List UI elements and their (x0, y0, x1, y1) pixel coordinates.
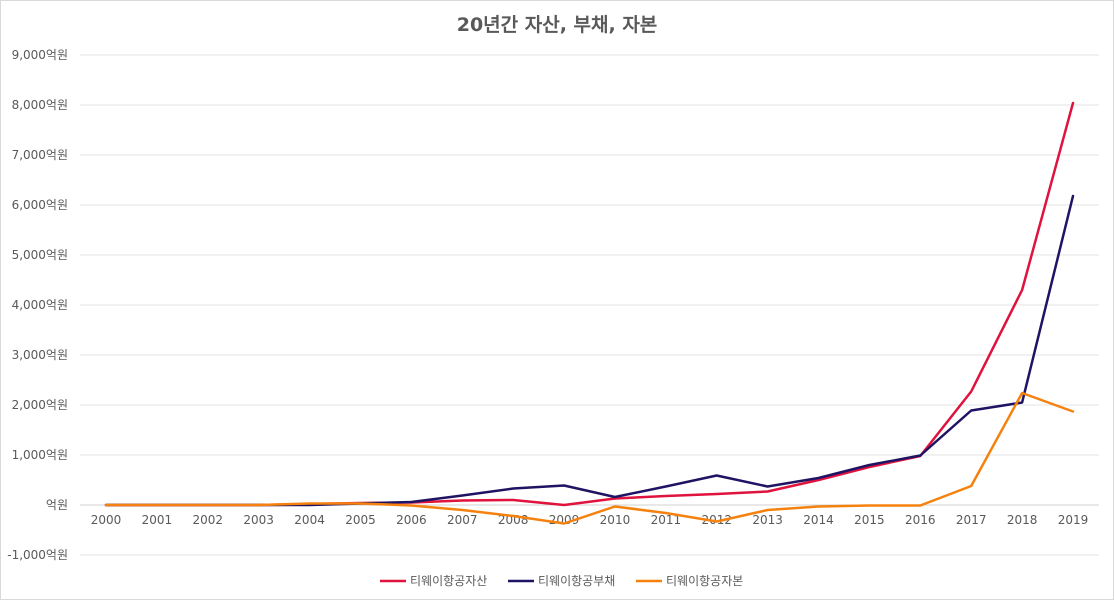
x-tick-label: 2002 (193, 513, 224, 527)
y-tick-label: 6,000억원 (12, 198, 68, 212)
x-tick-label: 2003 (243, 513, 274, 527)
grid (80, 54, 1099, 556)
x-tick-label: 2018 (1007, 513, 1038, 527)
x-tick-label: 2014 (803, 513, 834, 527)
x-tick-label: 2017 (956, 513, 987, 527)
chart-title: 20년간 자산, 부채, 자본 (457, 14, 658, 36)
series-lines (104, 101, 1075, 525)
x-tick-label: 2012 (701, 513, 732, 527)
x-tick-label: 2004 (294, 513, 325, 527)
x-tick-label: 2005 (345, 513, 376, 527)
y-tick-label: -1,000억원 (7, 548, 68, 562)
y-tick-label: 4,000억원 (12, 298, 68, 312)
legend-label: 티웨이항공자산 (410, 574, 487, 588)
y-axis-ticks: -1,000억원 억원 1,000억원 2,000억원 3,000억원 4,000억원 5,… (7, 48, 68, 562)
y-tick-label: 2,000억원 (12, 398, 68, 412)
y-tick-label: 5,000억원 (12, 248, 68, 262)
x-tick-label: 2010 (600, 513, 631, 527)
x-tick-label: 2015 (854, 513, 885, 527)
legend: 티웨이항공자산 티웨이항공부채 티웨이항공자본 (380, 574, 743, 588)
y-tick-label: 3,000억원 (12, 348, 68, 362)
series-line-2 (104, 194, 1075, 507)
series-line-1 (104, 101, 1075, 507)
x-tick-label: 2006 (396, 513, 427, 527)
y-tick-label: 8,000억원 (12, 98, 68, 112)
y-tick-label: 7,000억원 (12, 148, 68, 162)
y-tick-label: 1,000억원 (12, 448, 68, 462)
y-tick-label: 9,000억원 (12, 48, 68, 62)
x-tick-label: 2007 (447, 513, 478, 527)
x-tick-label: 2001 (142, 513, 173, 527)
x-tick-label: 2000 (91, 513, 122, 527)
x-tick-label: 2013 (752, 513, 783, 527)
y-tick-label: 억원 (46, 498, 68, 512)
x-tick-label: 2019 (1058, 513, 1089, 527)
x-axis-ticks: 2000 2001 2002 2003 2004 2005 2006 2007 2008 2009… (91, 513, 1089, 527)
x-tick-label: 2011 (651, 513, 682, 527)
x-tick-label: 2016 (905, 513, 936, 527)
legend-label: 티웨이항공부채 (538, 574, 615, 588)
series-line-3 (104, 391, 1075, 525)
legend-label: 티웨이항공자본 (666, 574, 743, 588)
